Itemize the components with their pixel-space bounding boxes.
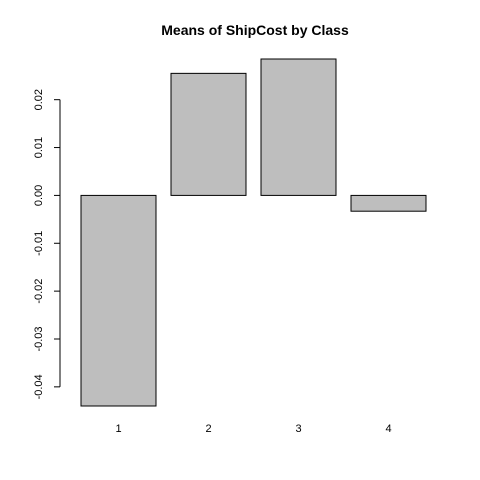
bar-class-2 [170,72,247,196]
y-tick-label: 0.01 [33,137,45,158]
x-category-label: 4 [385,423,391,435]
y-tick-label: 0.00 [33,185,45,206]
bar-class-1 [80,194,157,407]
y-tick-label: 0.02 [33,89,45,110]
y-tick-label: -0.02 [33,279,45,304]
x-category-label: 3 [295,423,301,435]
chart-title: Means of ShipCost by Class [161,22,349,38]
bar-class-4 [350,194,427,212]
y-tick-label: -0.04 [33,374,45,399]
bar-class-3 [260,58,337,196]
x-category-label: 1 [115,423,121,435]
x-axis-labels: 1 2 3 4 [115,423,391,435]
x-category-label: 2 [205,423,211,435]
bars-group [80,58,427,407]
y-tick-label: -0.01 [33,231,45,256]
y-tick-label: -0.03 [33,326,45,351]
y-axis: -0.04 -0.03 -0.02 -0.01 0.00 0.01 0.02 [33,89,61,399]
